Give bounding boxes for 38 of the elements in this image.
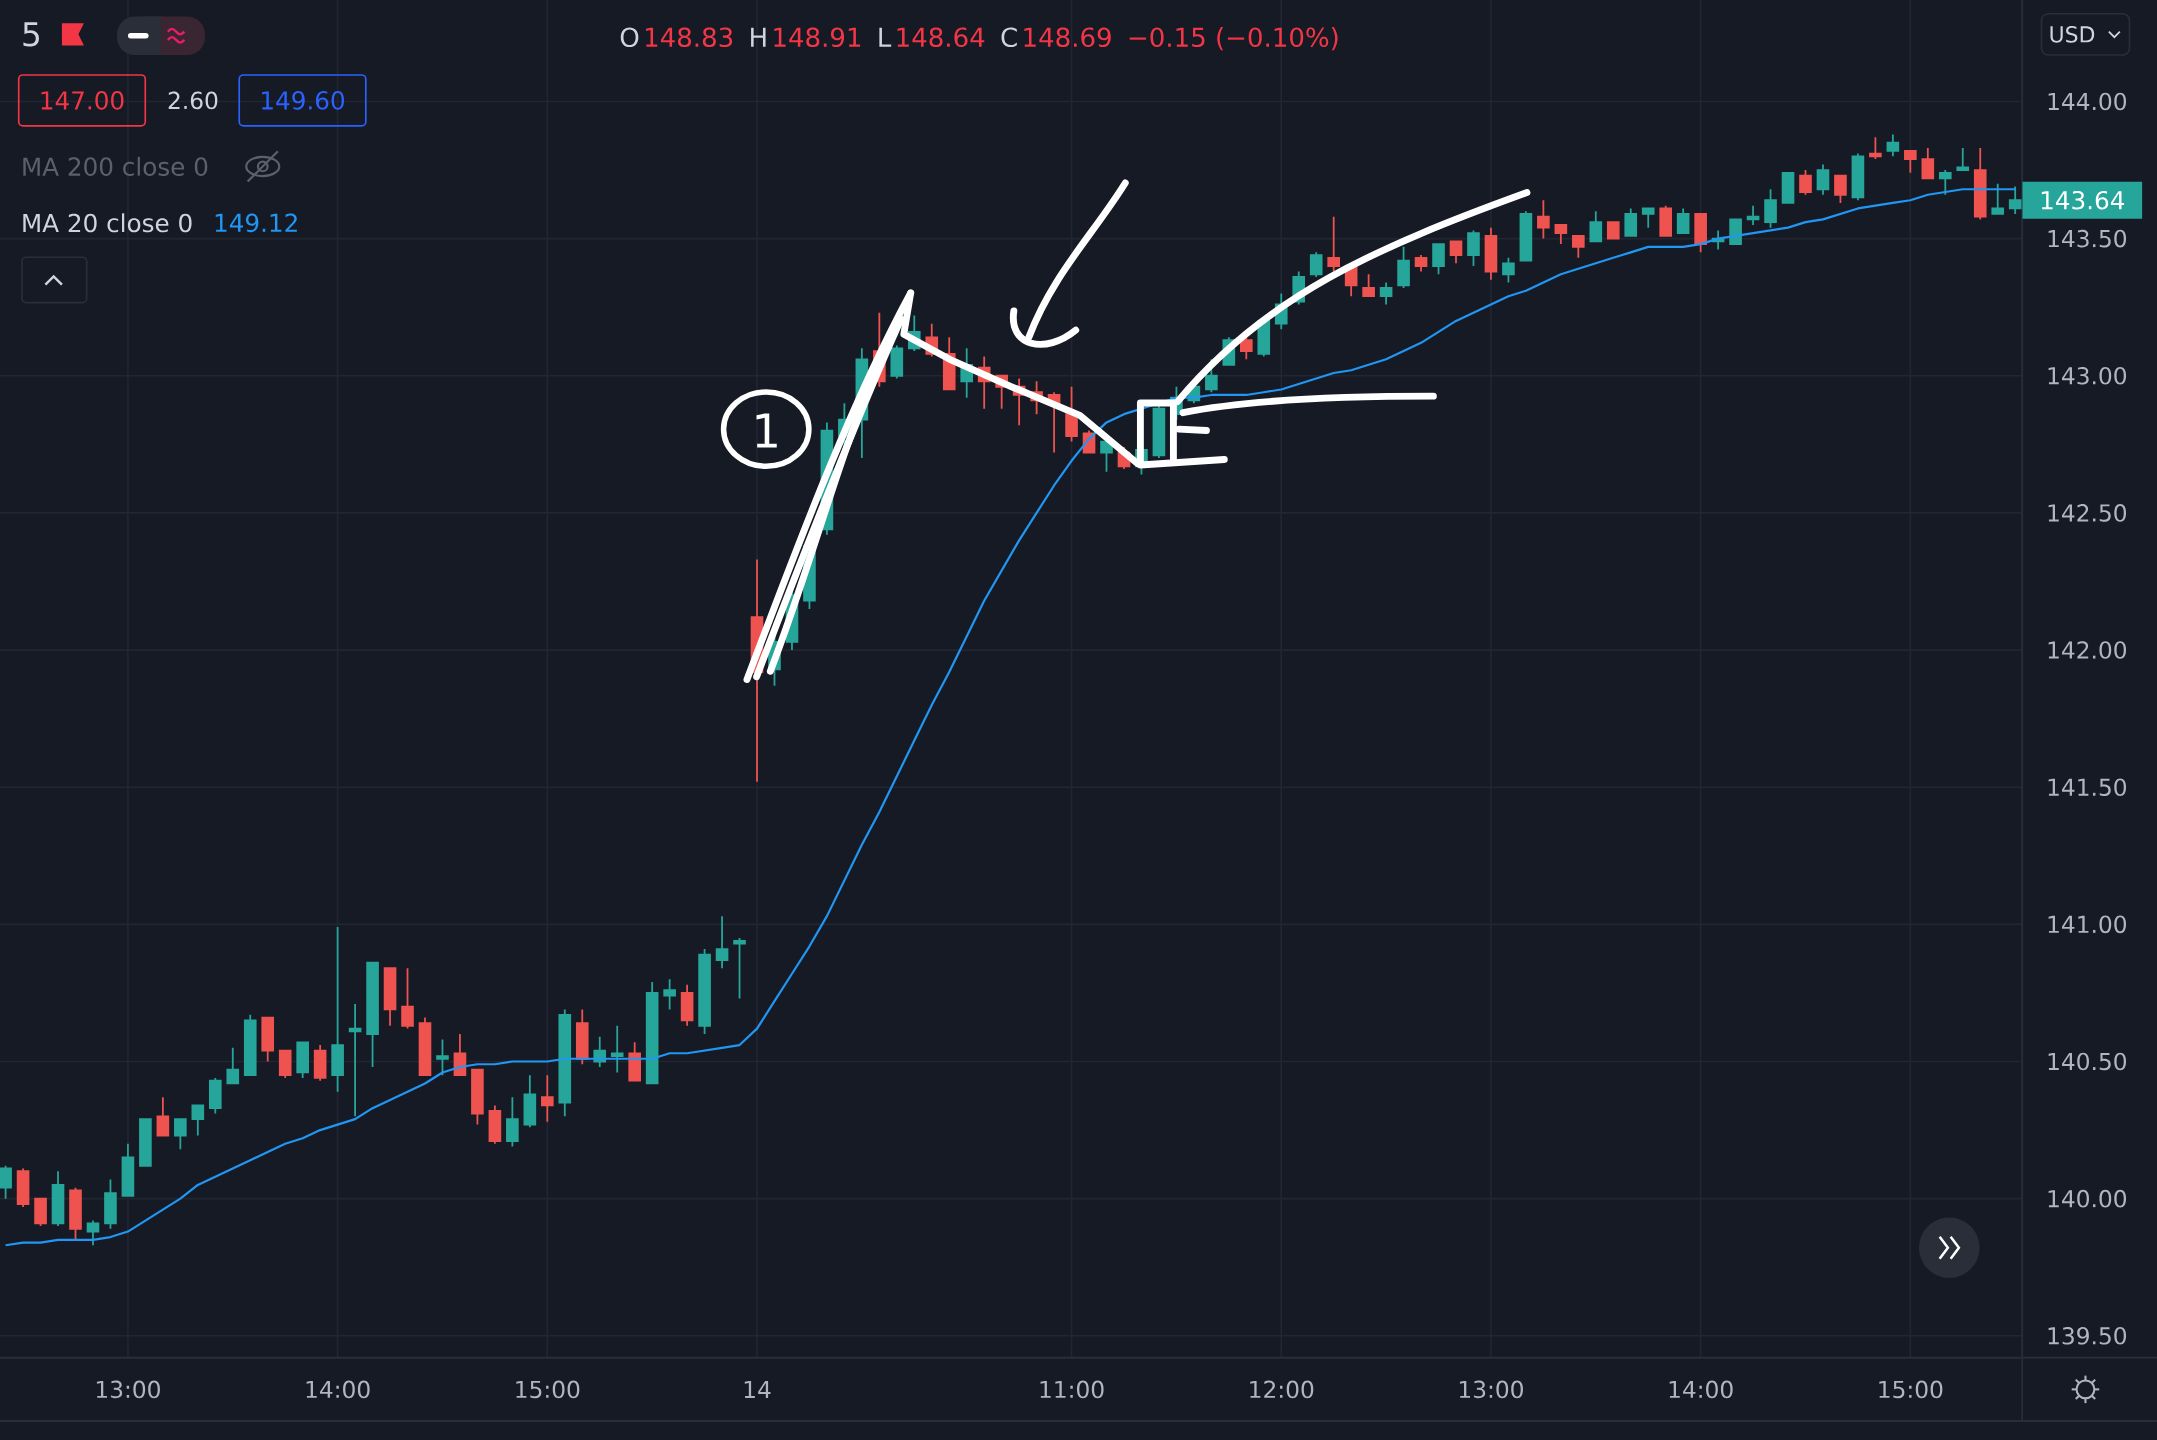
- annotation: 147.00: [41, 90, 124, 110]
- y-tick-label: 141.00: [2048, 915, 2127, 934]
- y-tick-label: 140.00: [2048, 1189, 2127, 1208]
- annotation: 148.69: [1024, 27, 1111, 47]
- x-tick-label: 13:00: [96, 1380, 160, 1399]
- annotation: 148.83: [645, 27, 733, 47]
- y-tick-label: 139.50: [2048, 1326, 2127, 1345]
- annotation: 148.91: [774, 27, 861, 47]
- annotation: 148.64: [897, 27, 985, 47]
- y-tick-label: 141.50: [2048, 778, 2127, 796]
- x-tick-label: 15:00: [1879, 1380, 1943, 1399]
- annotation: MA 200 close 0: [23, 156, 208, 176]
- x-tick-label: 12:00: [1250, 1380, 1314, 1399]
- annotation: −0.15 (−0.10%): [1129, 26, 1338, 51]
- annotation: H: [751, 27, 766, 47]
- annotation: C: [1001, 27, 1017, 47]
- x-tick-label: 14:00: [306, 1380, 370, 1399]
- text: 5: [23, 22, 39, 47]
- y-tick-label: 142.50: [2048, 503, 2127, 522]
- text: MA 20 close 0: [23, 213, 192, 233]
- x-tick-label: 14: [744, 1380, 771, 1398]
- y-tick-label: 143.50: [2048, 229, 2127, 248]
- annotation: O: [620, 27, 639, 47]
- y-tick-label: 142.00: [2048, 641, 2127, 659]
- x-tick-label: 15:00: [516, 1380, 580, 1399]
- y-tick-label: 143.00: [2048, 366, 2127, 385]
- annotation: 149.60: [262, 90, 345, 110]
- annotation: 1: [756, 413, 777, 448]
- x-tick-label: 11:00: [1040, 1380, 1104, 1399]
- y-tick-label: 140.50: [2048, 1052, 2127, 1071]
- text: 143.64: [2041, 190, 2125, 210]
- y-tick-label: 144.00: [2048, 92, 2127, 111]
- annotation: L: [879, 27, 892, 47]
- annotation: 2.60: [168, 91, 218, 110]
- x-tick-label: 14:00: [1669, 1380, 1733, 1399]
- annotation: 149.12: [215, 213, 297, 233]
- x-tick-label: 13:00: [1459, 1380, 1523, 1399]
- y-axis-title: USD: [2050, 25, 2095, 43]
